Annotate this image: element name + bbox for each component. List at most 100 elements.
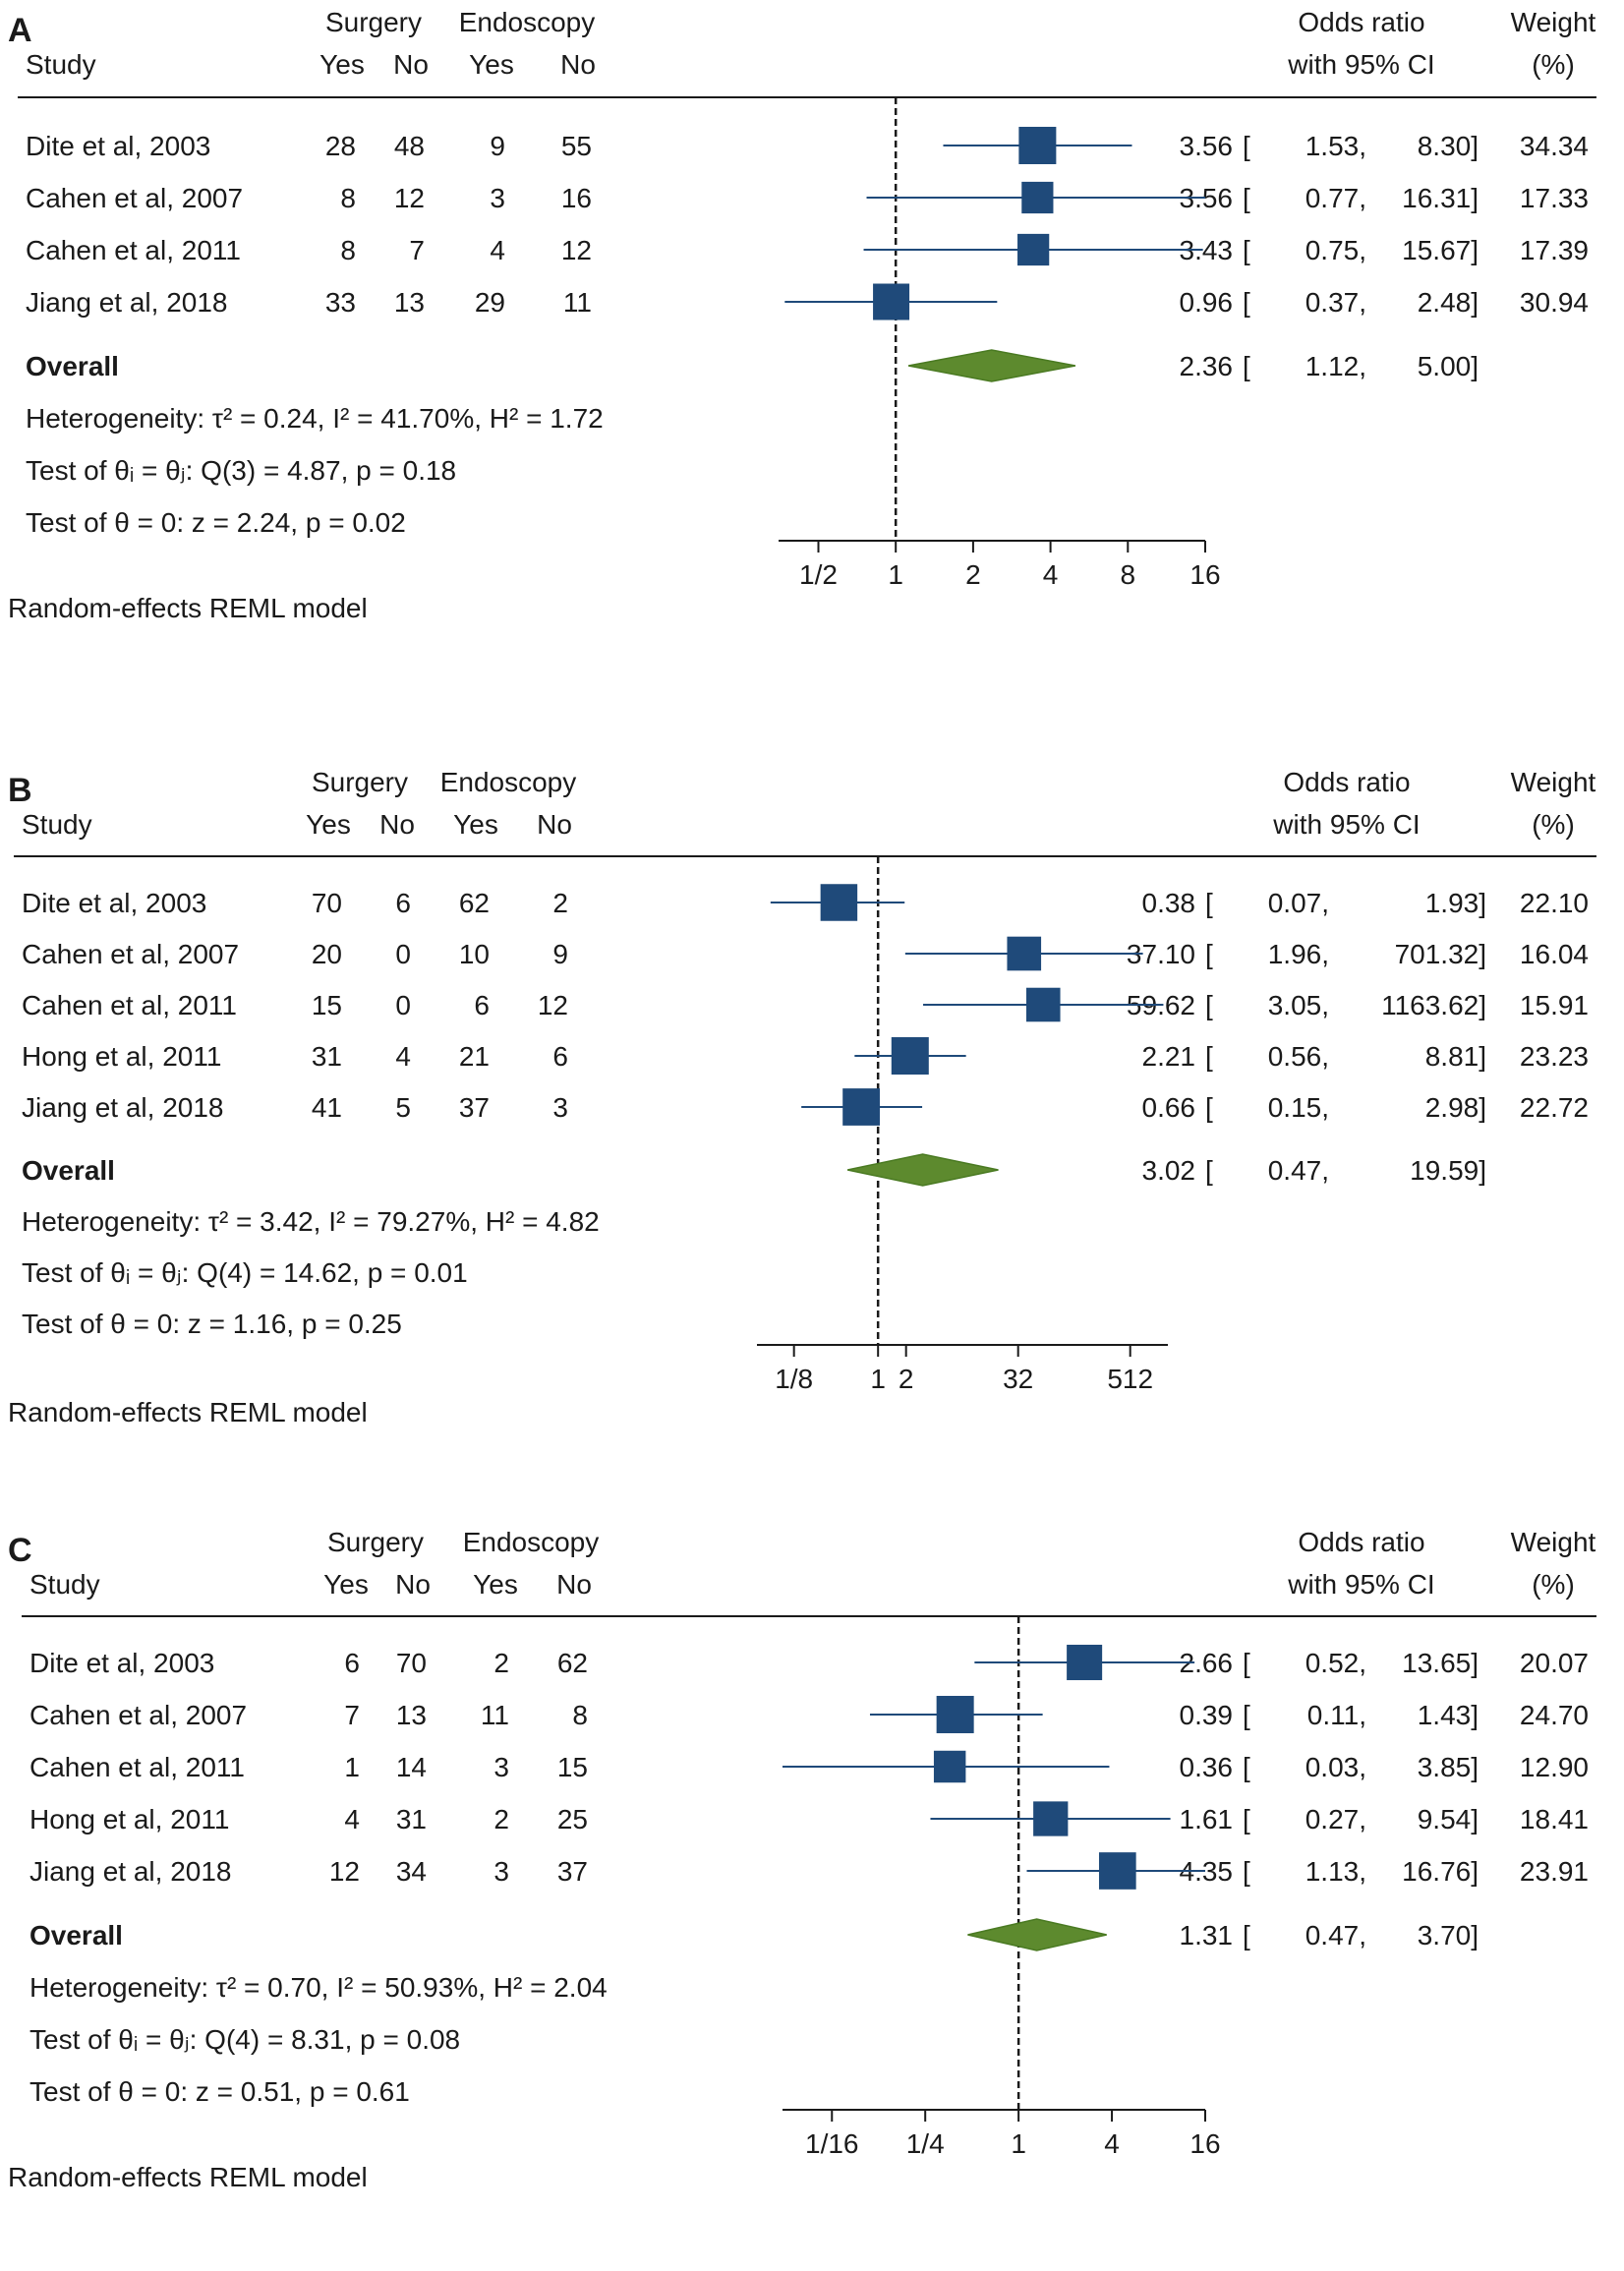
ci-lower: 0.77, — [1305, 183, 1366, 213]
ci-open-bracket: [ — [1243, 1648, 1250, 1678]
weight-value: 18.41 — [1520, 1804, 1589, 1834]
count-g1-no: 31 — [396, 1804, 427, 1834]
count-g2-no: 15 — [557, 1752, 588, 1782]
weight-value: 34.34 — [1520, 131, 1589, 161]
panel-label: C — [8, 1532, 32, 1569]
count-g1-yes: 31 — [312, 1041, 342, 1072]
ci-lower: 0.56, — [1268, 1041, 1329, 1072]
ci-upper: 13.65] — [1402, 1648, 1479, 1678]
count-g1-no: 13 — [396, 1700, 427, 1730]
heterogeneity-stat: Heterogeneity: τ² = 0.24, I² = 41.70%, H… — [26, 403, 604, 434]
ci-upper: 2.48] — [1418, 287, 1479, 318]
header-endoscopy: Endoscopy — [459, 7, 596, 37]
study-marker — [820, 884, 858, 921]
count-g1-yes: 7 — [344, 1700, 360, 1730]
ci-open-bracket: [ — [1243, 183, 1250, 213]
overall-effect-test: Test of θ = 0: z = 2.24, p = 0.02 — [26, 507, 406, 538]
count-g1-no: 6 — [395, 888, 411, 918]
x-tick-label: 4 — [1104, 2128, 1120, 2159]
header-yes: Yes — [469, 49, 514, 80]
overall-or-value: 3.02 — [1142, 1155, 1196, 1186]
ci-open-bracket: [ — [1243, 1920, 1250, 1951]
ci-lower: 0.03, — [1305, 1752, 1366, 1782]
weight-value: 23.23 — [1520, 1041, 1589, 1072]
panel-label: A — [8, 12, 32, 49]
or-value: 0.36 — [1180, 1752, 1234, 1782]
header-endoscopy: Endoscopy — [440, 767, 577, 797]
header-ci: with 95% CI — [1272, 809, 1420, 840]
ci-upper: 701.32] — [1395, 939, 1486, 969]
ci-lower: 0.37, — [1305, 287, 1366, 318]
overall-ci-upper: 19.59] — [1410, 1155, 1486, 1186]
weight-value: 12.90 — [1520, 1752, 1589, 1782]
ci-lower: 1.13, — [1305, 1856, 1366, 1887]
header-yes: Yes — [473, 1569, 518, 1600]
study-marker — [936, 1696, 974, 1733]
x-tick-label: 4 — [1043, 559, 1059, 590]
count-g2-yes: 4 — [490, 235, 505, 265]
ci-lower: 1.53, — [1305, 131, 1366, 161]
count-g1-yes: 41 — [312, 1092, 342, 1123]
count-g1-yes: 6 — [344, 1648, 360, 1678]
study-name: Dite et al, 2003 — [22, 888, 206, 918]
x-tick-label: 2 — [965, 559, 981, 590]
overall-label: Overall — [26, 351, 119, 381]
header-weight-unit: (%) — [1532, 49, 1575, 80]
ci-lower: 0.11, — [1307, 1700, 1366, 1730]
ci-upper: 15.67] — [1402, 235, 1479, 265]
count-g1-no: 12 — [394, 183, 425, 213]
ci-open-bracket: [ — [1243, 1856, 1250, 1887]
count-g2-no: 8 — [572, 1700, 588, 1730]
ci-open-bracket: [ — [1243, 1700, 1250, 1730]
header-weight-unit: (%) — [1532, 1569, 1575, 1600]
weight-value: 23.91 — [1520, 1856, 1589, 1887]
header-no: No — [537, 809, 572, 840]
study-name: Cahen et al, 2011 — [22, 990, 237, 1020]
ci-upper: 9.54] — [1418, 1804, 1479, 1834]
study-name: Cahen et al, 2011 — [29, 1752, 245, 1782]
x-tick-label: 1/2 — [799, 559, 838, 590]
header-surgery: Surgery — [312, 767, 408, 797]
count-g2-yes: 21 — [459, 1041, 490, 1072]
count-g2-yes: 6 — [474, 990, 490, 1020]
x-tick-label: 512 — [1107, 1364, 1153, 1394]
count-g1-no: 34 — [396, 1856, 427, 1887]
x-tick-label: 1/8 — [775, 1364, 813, 1394]
x-tick-label: 32 — [1003, 1364, 1033, 1394]
count-g1-yes: 70 — [312, 888, 342, 918]
homogeneity-test: Test of θᵢ = θⱼ: Q(4) = 8.31, p = 0.08 — [29, 2024, 460, 2055]
header-odds-ratio: Odds ratio — [1298, 1527, 1424, 1557]
forest-panel-c: C Surgery Endoscopy Study Yes No Yes No Odds rat… — [8, 1527, 1596, 2192]
count-g1-no: 13 — [394, 287, 425, 318]
count-g1-no: 5 — [395, 1092, 411, 1123]
count-g2-yes: 3 — [493, 1856, 509, 1887]
ci-open-bracket: [ — [1243, 1804, 1250, 1834]
header-endoscopy: Endoscopy — [463, 1527, 600, 1557]
weight-value: 15.91 — [1520, 990, 1589, 1020]
ci-upper: 16.31] — [1402, 183, 1479, 213]
x-tick-label: 2 — [899, 1364, 914, 1394]
study-name: Hong et al, 2011 — [29, 1804, 229, 1834]
ci-open-bracket: [ — [1205, 888, 1213, 918]
study-marker — [1018, 127, 1057, 164]
header-study: Study — [29, 1569, 100, 1600]
study-marker — [933, 1750, 966, 1783]
overall-diamond — [907, 349, 1076, 382]
study-marker — [873, 283, 910, 320]
study-marker — [1033, 1801, 1069, 1836]
study-marker — [1021, 181, 1054, 214]
study-name: Cahen et al, 2007 — [29, 1700, 247, 1730]
overall-ci-lower: 1.12, — [1305, 351, 1366, 381]
ci-open-bracket: [ — [1243, 351, 1250, 381]
count-g1-yes: 20 — [312, 939, 342, 969]
overall-ci-lower: 0.47, — [1268, 1155, 1329, 1186]
count-g2-no: 6 — [552, 1041, 568, 1072]
or-value: 2.21 — [1142, 1041, 1196, 1072]
header-weight-unit: (%) — [1532, 809, 1575, 840]
count-g2-yes: 9 — [490, 131, 505, 161]
ci-upper: 16.76] — [1402, 1856, 1479, 1887]
study-name: Cahen et al, 2011 — [26, 235, 241, 265]
count-g1-no: 4 — [395, 1041, 411, 1072]
study-marker — [1025, 987, 1061, 1022]
x-tick-label: 1 — [870, 1364, 886, 1394]
